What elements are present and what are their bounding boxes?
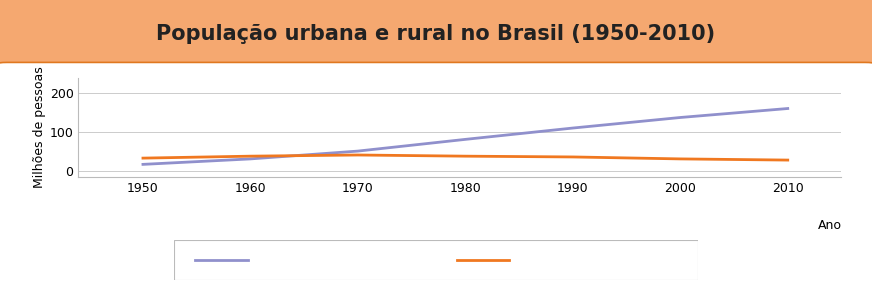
Line: População urbana: População urbana xyxy=(143,108,787,164)
Line: População rural: População rural xyxy=(143,155,787,160)
População urbana xyxy=(245,157,255,161)
População rural xyxy=(675,157,685,161)
FancyBboxPatch shape xyxy=(0,62,872,293)
População urbana xyxy=(460,138,471,141)
População rural xyxy=(568,155,578,159)
População rural xyxy=(460,154,471,158)
População urbana xyxy=(352,149,363,153)
População rural xyxy=(352,153,363,157)
Text: População urbana e rural no Brasil (1950-2010): População urbana e rural no Brasil (1950… xyxy=(156,24,716,44)
População urbana xyxy=(138,163,148,166)
População urbana xyxy=(782,107,793,110)
População rural xyxy=(138,156,148,160)
População urbana xyxy=(568,126,578,130)
Text: Ano: Ano xyxy=(817,219,841,232)
Y-axis label: Milhões de pessoas: Milhões de pessoas xyxy=(32,67,45,188)
População rural xyxy=(245,154,255,158)
FancyBboxPatch shape xyxy=(174,240,698,280)
Text: População urbana: População urbana xyxy=(263,253,376,267)
População rural xyxy=(782,158,793,162)
Text: População rural: População rural xyxy=(525,253,623,267)
População urbana xyxy=(675,116,685,119)
